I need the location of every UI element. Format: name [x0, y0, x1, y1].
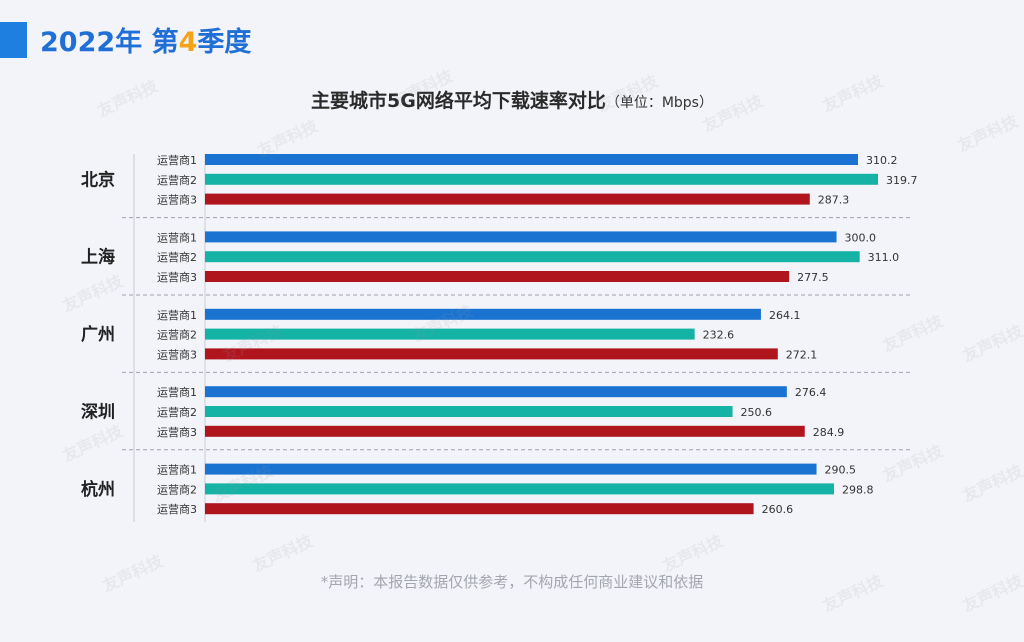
data-label: 284.9	[813, 426, 845, 439]
footnote: *声明：本报告数据仅供参考，不构成任何商业建议和依据	[320, 573, 704, 591]
series-label: 运营商3	[157, 347, 197, 361]
group-label: 上海	[81, 247, 115, 268]
bar	[205, 308, 761, 320]
data-label: 287.3	[818, 194, 850, 207]
series-label: 运营商1	[157, 308, 197, 322]
series-label: 运营商3	[157, 193, 197, 207]
bar	[205, 173, 878, 185]
series-label: 运营商2	[157, 250, 197, 264]
group-label: 北京	[81, 169, 115, 190]
bar	[205, 193, 810, 205]
series-label: 运营商1	[157, 385, 197, 399]
series-label: 运营商1	[157, 230, 197, 244]
bar	[205, 231, 837, 243]
header-quarter-prefix: 第	[151, 27, 179, 58]
group-label: 广州	[81, 324, 115, 345]
bar	[205, 271, 790, 282]
series-label: 运营商1	[157, 153, 197, 167]
data-label: 277.5	[797, 271, 829, 284]
page-header: 2022年 第4季度	[40, 20, 251, 59]
series-label: 运营商3	[157, 502, 197, 516]
data-label: 250.6	[741, 406, 773, 419]
bar	[205, 425, 805, 437]
series-label: 运营商3	[157, 270, 197, 284]
chart-title-unit: （单位：Mbps）	[605, 95, 713, 111]
chart-title-main: 主要城市5G网络平均下载速率对比	[311, 90, 606, 112]
header-quarter-suffix: 季度	[197, 27, 252, 58]
data-label: 276.4	[795, 386, 827, 399]
series-label: 运营商2	[157, 173, 197, 187]
data-label: 319.7	[886, 174, 918, 187]
header-quarter-number: 4	[178, 27, 198, 58]
bar	[205, 328, 695, 340]
data-label: 264.1	[769, 309, 801, 322]
chart-title: 主要城市5G网络平均下载速率对比（单位：Mbps）	[0, 86, 1024, 113]
bar	[205, 406, 733, 417]
bar	[205, 463, 817, 475]
data-label: 298.8	[842, 483, 874, 496]
data-label: 311.0	[868, 251, 900, 264]
header-year: 2022年	[40, 27, 143, 58]
data-label: 290.5	[825, 464, 857, 477]
series-label: 运营商2	[157, 482, 197, 496]
group-label: 深圳	[81, 402, 115, 423]
bar	[205, 348, 778, 360]
header-accent-block	[0, 22, 27, 58]
data-label: 232.6	[703, 329, 735, 342]
data-label: 260.6	[762, 503, 794, 516]
series-label: 运营商3	[157, 425, 197, 439]
series-label: 运营商2	[157, 328, 197, 342]
data-label: 300.0	[845, 231, 877, 244]
bar	[205, 503, 754, 515]
data-label: 272.1	[786, 348, 818, 361]
group-label: 杭州	[81, 479, 115, 500]
bar	[205, 154, 859, 165]
bar	[205, 386, 787, 398]
series-label: 运营商2	[157, 405, 197, 419]
bar	[205, 483, 835, 495]
series-label: 运营商1	[157, 463, 197, 477]
data-label: 310.2	[866, 154, 898, 167]
bar	[205, 251, 860, 263]
